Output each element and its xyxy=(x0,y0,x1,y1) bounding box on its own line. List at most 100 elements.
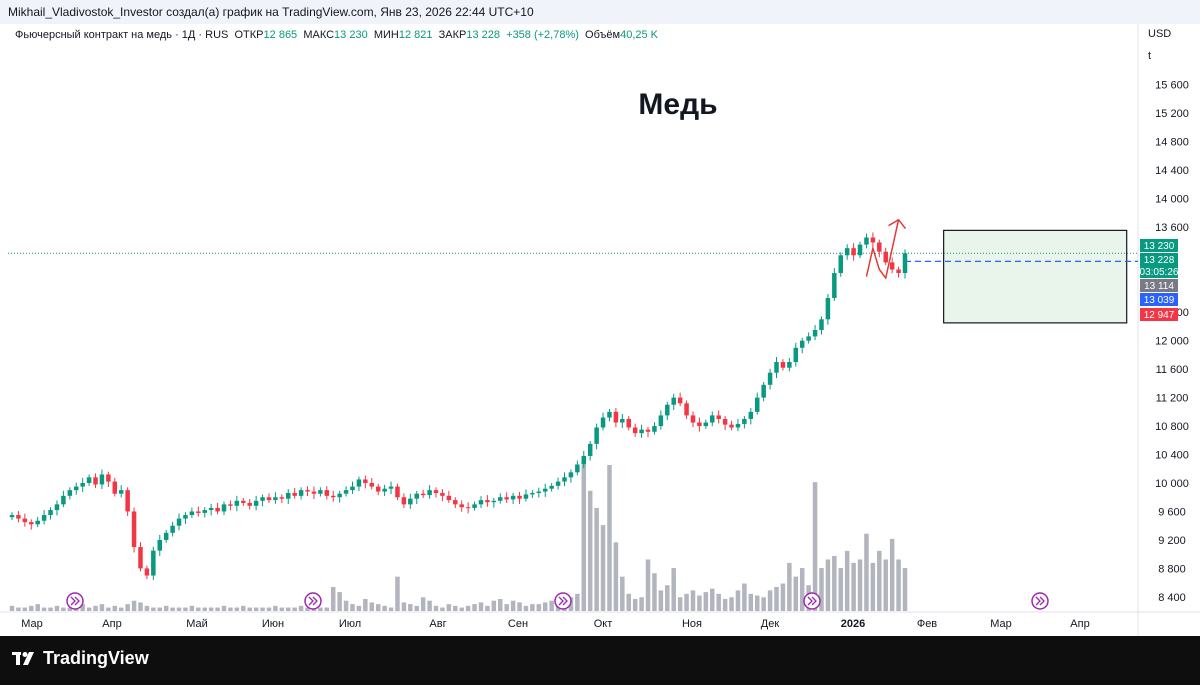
candle-body xyxy=(202,510,207,513)
volume-bar xyxy=(350,604,355,611)
candle-body xyxy=(555,481,561,486)
candle-body xyxy=(311,491,317,494)
candle-body xyxy=(716,415,721,419)
volume-bar xyxy=(67,607,73,611)
candle xyxy=(337,490,342,503)
volume-bar xyxy=(729,597,734,611)
chart-area[interactable] xyxy=(0,24,1200,636)
candle-body xyxy=(408,498,413,505)
candle-body xyxy=(16,515,21,519)
candle xyxy=(266,493,272,503)
candle xyxy=(388,481,394,495)
replay-marker-icon xyxy=(554,592,572,610)
candle xyxy=(498,493,503,504)
candle xyxy=(459,500,464,512)
volume-bar xyxy=(607,465,612,611)
candle-body xyxy=(600,417,606,428)
price-label-text: 03:05:26 xyxy=(1140,267,1179,278)
volume-bar xyxy=(453,605,458,611)
volume-bar xyxy=(106,607,111,611)
candle-body xyxy=(61,495,66,505)
volume-bar xyxy=(883,559,888,611)
candle-body xyxy=(671,397,676,405)
candle xyxy=(549,483,554,492)
candle xyxy=(870,232,876,248)
candle-body xyxy=(414,493,419,499)
price-label: 13 039 xyxy=(1140,293,1178,306)
unit-selector[interactable]: t xyxy=(1148,50,1152,62)
candle-body xyxy=(472,504,477,508)
currency-selector[interactable]: USD xyxy=(1148,28,1172,40)
volume-bar xyxy=(889,538,895,611)
candle xyxy=(799,337,805,354)
candle-body xyxy=(9,515,15,518)
volume-bar xyxy=(832,556,837,611)
candle-body xyxy=(35,520,40,525)
candle xyxy=(170,521,175,537)
volume-bar xyxy=(54,605,60,611)
volume-bar xyxy=(844,550,850,611)
candle-body xyxy=(196,511,201,513)
y-tick-label: 11 200 xyxy=(1156,393,1189,405)
candle-body xyxy=(787,362,792,368)
candle-body xyxy=(485,500,490,503)
candle-body xyxy=(498,497,503,501)
candle-body xyxy=(183,515,188,519)
volume-bar xyxy=(112,605,118,611)
replay-marker-chevrons xyxy=(1035,596,1045,606)
volume-bar xyxy=(465,605,471,611)
legend-symbol[interactable]: Фьючерсный контракт на медь · 1Д · RUS xyxy=(15,29,229,41)
candle xyxy=(787,358,792,372)
candle xyxy=(632,423,638,437)
attribution-bar: Mikhail_Vladivostok_Investor создал(а) г… xyxy=(0,0,1200,24)
volume-bar xyxy=(799,568,805,611)
candle xyxy=(793,342,799,367)
candle xyxy=(202,507,207,518)
candle xyxy=(279,494,285,504)
candle-body xyxy=(221,504,227,512)
candle xyxy=(896,266,901,278)
candle-body xyxy=(851,248,856,256)
volume-bar xyxy=(260,607,265,611)
volume-bar xyxy=(408,604,413,611)
candle-body xyxy=(93,477,98,485)
candle xyxy=(902,249,908,279)
candle xyxy=(375,483,381,496)
volume-bar xyxy=(459,607,464,611)
candle xyxy=(125,487,130,517)
candle xyxy=(228,500,233,511)
candle-body xyxy=(138,547,143,569)
candle-body xyxy=(735,423,741,428)
candle-body xyxy=(549,485,554,489)
candle-body xyxy=(80,483,85,487)
candle xyxy=(613,407,619,428)
candle-body xyxy=(22,518,28,523)
volume-bar xyxy=(677,597,683,611)
candle xyxy=(67,487,73,500)
candle-body xyxy=(639,429,644,434)
volume-bar xyxy=(549,600,554,611)
candle xyxy=(594,423,599,450)
candle-body xyxy=(343,490,349,494)
legend-high: 13 230 xyxy=(334,29,368,41)
candle-body xyxy=(118,490,124,494)
candle-body xyxy=(459,504,464,508)
price-label-text: 13 230 xyxy=(1144,241,1175,252)
candle xyxy=(395,483,400,501)
candle-body xyxy=(382,488,387,492)
candle-body xyxy=(176,518,182,526)
candle xyxy=(562,472,567,487)
x-tick-label: Май xyxy=(186,618,208,630)
price-label-bg xyxy=(1140,239,1178,252)
price-label-text: 13 114 xyxy=(1144,281,1174,292)
candle xyxy=(80,478,85,492)
candle xyxy=(401,493,407,509)
candle-body xyxy=(54,504,60,511)
candle xyxy=(118,485,124,498)
candle xyxy=(298,487,304,500)
price-label-text: 13 039 xyxy=(1144,295,1175,306)
candle xyxy=(812,325,818,341)
candle-body xyxy=(774,362,779,373)
candle-body xyxy=(780,362,786,368)
